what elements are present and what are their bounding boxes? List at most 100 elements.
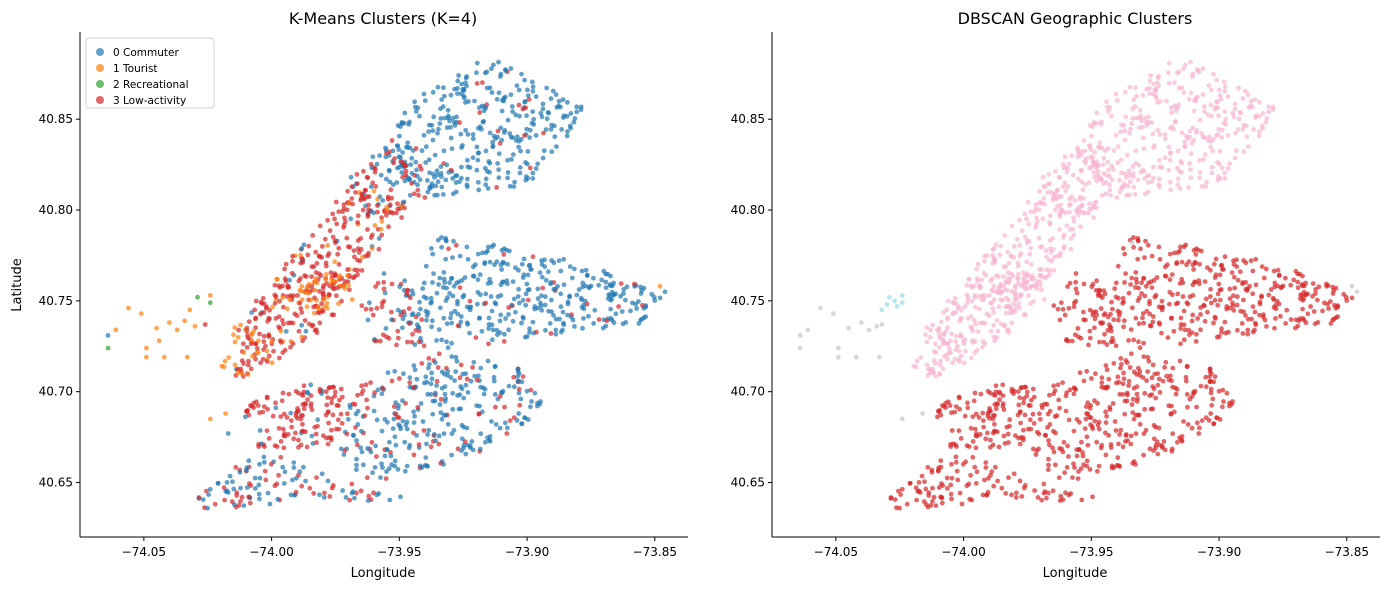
scatter-point-dbscan — [1146, 114, 1151, 120]
scatter-point-kmeans — [236, 503, 242, 508]
scatter-point-dbscan — [1108, 442, 1114, 447]
scatter-point-dbscan — [1169, 446, 1175, 452]
scatter-point-kmeans — [643, 304, 649, 310]
scatter-point-kmeans — [423, 144, 429, 150]
scatter-point-dbscan — [1085, 400, 1091, 405]
scatter-point-dbscan — [997, 252, 1003, 258]
scatter-point-kmeans — [579, 268, 585, 274]
scatter-point-kmeans — [525, 93, 531, 98]
scatter-point-dbscan — [1028, 209, 1034, 215]
scatter-point-kmeans — [391, 160, 397, 166]
scatter-point-kmeans — [415, 173, 420, 179]
scatter-point-kmeans — [525, 87, 530, 93]
scatter-point-dbscan — [1081, 138, 1087, 143]
scatter-point-dbscan — [1145, 242, 1151, 248]
scatter-point-dbscan — [1045, 190, 1050, 195]
scatter-point-dbscan — [1121, 246, 1126, 251]
scatter-point-dbscan — [1257, 129, 1262, 135]
scatter-point-dbscan — [1128, 282, 1133, 287]
scatter-point-kmeans — [510, 109, 515, 114]
scatter-point-dbscan — [1099, 384, 1105, 390]
scatter-point-kmeans — [355, 220, 360, 225]
scatter-point-dbscan — [1107, 187, 1113, 193]
scatter-point-dbscan — [1079, 202, 1085, 208]
scatter-point-kmeans — [564, 133, 570, 139]
scatter-point-dbscan — [1162, 264, 1168, 270]
scatter-point-dbscan — [949, 496, 954, 502]
scatter-point-kmeans — [401, 199, 407, 205]
scatter-point-dbscan — [1208, 300, 1214, 306]
scatter-point-kmeans — [354, 462, 359, 468]
scatter-point-dbscan — [1013, 433, 1018, 439]
scatter-point-dbscan — [1071, 215, 1076, 221]
scatter-point-dbscan — [1136, 321, 1142, 327]
scatter-point-kmeans — [296, 408, 301, 414]
scatter-point-dbscan — [1227, 161, 1233, 167]
scatter-point-kmeans — [409, 155, 415, 161]
scatter-point-dbscan — [1292, 325, 1298, 331]
scatter-point-kmeans — [311, 310, 317, 316]
scatter-point-kmeans — [392, 463, 398, 469]
scatter-point-kmeans — [308, 401, 314, 406]
scatter-point-kmeans — [342, 215, 347, 221]
scatter-point-dbscan — [1047, 181, 1052, 187]
scatter-point-dbscan — [1216, 113, 1221, 119]
scatter-point-kmeans — [571, 266, 577, 272]
scatter-point-kmeans — [293, 430, 298, 436]
scatter-point-dbscan — [925, 464, 931, 470]
scatter-point-dbscan — [1175, 148, 1181, 154]
scatter-point-dbscan — [1100, 162, 1106, 168]
scatter-point-kmeans — [559, 126, 564, 132]
scatter-point-dbscan — [1121, 181, 1127, 187]
scatter-point-dbscan — [1209, 402, 1215, 408]
scatter-point-dbscan — [1073, 279, 1079, 285]
scatter-point-kmeans — [333, 199, 339, 205]
scatter-point-kmeans — [501, 339, 507, 344]
scatter-point-dbscan — [1060, 449, 1066, 455]
scatter-point-dbscan — [1021, 396, 1027, 402]
scatter-point-kmeans — [470, 136, 476, 142]
scatter-point-kmeans — [470, 155, 476, 161]
scatter-point-kmeans — [475, 150, 481, 156]
scatter-point-kmeans — [567, 264, 573, 269]
scatter-point-kmeans — [303, 328, 309, 334]
scatter-point-dbscan — [1190, 125, 1196, 131]
scatter-point-kmeans — [365, 214, 371, 219]
scatter-point-kmeans — [491, 133, 497, 139]
scatter-point-kmeans — [305, 397, 310, 403]
scatter-point-kmeans — [428, 381, 434, 387]
scatter-point-dbscan — [950, 299, 956, 305]
scatter-point-kmeans — [424, 313, 430, 318]
scatter-point-kmeans — [249, 332, 255, 337]
scatter-point-dbscan — [1135, 177, 1141, 183]
scatter-point-dbscan — [1084, 463, 1090, 469]
scatter-point-dbscan — [1166, 377, 1172, 383]
scatter-point-dbscan — [1227, 286, 1233, 292]
scatter-point-kmeans — [475, 179, 481, 185]
scatter-point-kmeans — [359, 191, 365, 197]
scatter-point-dbscan — [1128, 441, 1134, 447]
scatter-point-dbscan — [1057, 498, 1063, 503]
scatter-point-kmeans — [280, 390, 286, 396]
scatter-point-kmeans — [359, 391, 365, 397]
scatter-point-kmeans — [284, 306, 290, 312]
scatter-point-kmeans — [611, 320, 617, 326]
scatter-point-dbscan — [993, 406, 999, 412]
scatter-point-dbscan — [1157, 132, 1163, 137]
scatter-point-dbscan — [894, 303, 900, 309]
scatter-point-dbscan — [1075, 154, 1081, 160]
scatter-point-dbscan — [959, 316, 964, 322]
scatter-point-kmeans — [442, 391, 448, 397]
scatter-point-kmeans — [636, 299, 641, 304]
scatter-point-dbscan — [1197, 170, 1203, 175]
scatter-point-dbscan — [1131, 235, 1136, 240]
scatter-point-kmeans — [435, 130, 440, 136]
scatter-point-dbscan — [1300, 283, 1306, 289]
scatter-point-dbscan — [1028, 245, 1034, 251]
scatter-point-kmeans — [409, 288, 415, 293]
scatter-point-dbscan — [1042, 489, 1048, 494]
scatter-point-dbscan — [1091, 215, 1096, 221]
scatter-point-kmeans — [531, 330, 537, 336]
scatter-point-dbscan — [1214, 415, 1220, 421]
scatter-point-dbscan — [1072, 465, 1077, 470]
